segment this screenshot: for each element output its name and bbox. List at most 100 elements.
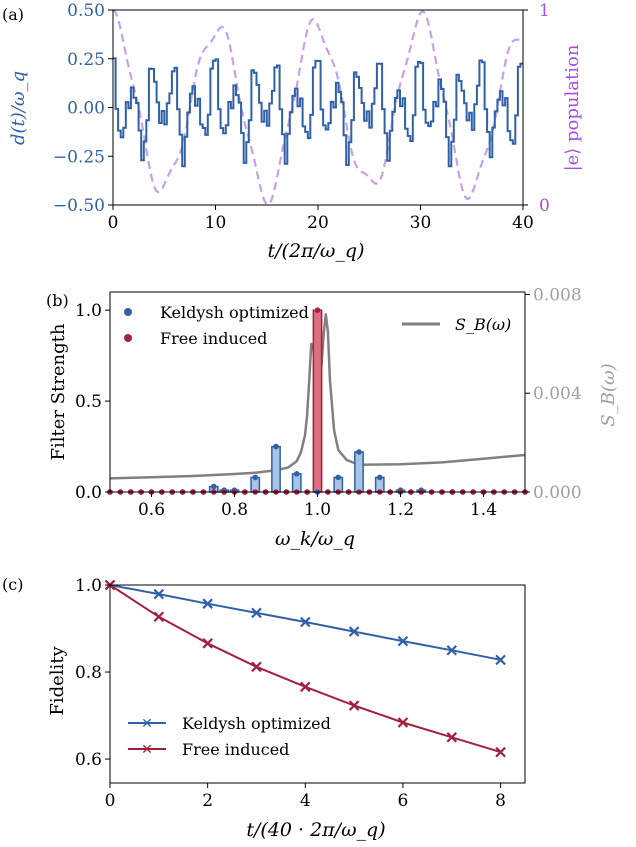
panel-b-xlabel: ω_k/ω_q bbox=[275, 528, 355, 550]
panel-b-plot-area: 0.6 0.8 1.0 1.2 1.4 0.0 0.5 1.0 0.000 0.004 0.008 bbox=[75, 285, 582, 520]
keldysh-bar bbox=[271, 445, 281, 493]
panel-b-ytick-label: 0.5 bbox=[75, 392, 102, 412]
legend-cross-keldysh-c: ✕ bbox=[141, 716, 153, 732]
panel-a-ytick-label: −0.50 bbox=[53, 196, 105, 216]
marker-stroke bbox=[251, 661, 262, 673]
panel-c-ylabel: Fidelity bbox=[47, 646, 68, 716]
panel-a-ylabel: d(t)/ω_q bbox=[8, 71, 29, 145]
panel-b-ylabel: Filter Strength bbox=[48, 323, 69, 460]
panel-a-frame bbox=[112, 9, 524, 206]
panel-c-ytick-label: 1.0 bbox=[75, 576, 102, 596]
marker-stroke bbox=[397, 717, 409, 728]
panel-a-ytick-label: 0.50 bbox=[67, 1, 105, 21]
panel-a-xtick-label: 30 bbox=[410, 213, 432, 233]
keldysh-fidelity-marker bbox=[446, 644, 458, 656]
marker-stroke bbox=[495, 654, 506, 666]
panel-a-label: (a) bbox=[2, 5, 24, 24]
panel-c-xlabel: t/(40 · 2π/ω_q) bbox=[246, 819, 385, 841]
panel-c-ytick-label: 0.8 bbox=[75, 663, 102, 683]
panel-c-plot-area: 0 2 4 6 8 0.6 0.8 1.0 bbox=[75, 576, 526, 811]
panel-a-y2tick-label: 1 bbox=[539, 1, 550, 21]
panel-b: (b) 0.6 0.8 1.0 1.2 1.40.00.51.00.0000.0040.… bbox=[46, 285, 619, 550]
marker-stroke bbox=[202, 598, 213, 609]
panel-c-frame bbox=[109, 584, 526, 784]
panel-b-legend-right: S_B(ω) bbox=[402, 315, 511, 334]
panel-a-y2label: |e⟩ population bbox=[562, 44, 583, 171]
legend-marker-keldysh bbox=[124, 308, 132, 316]
free-induced-fidelity-marker bbox=[300, 681, 311, 693]
keldysh-point bbox=[273, 443, 279, 450]
panel-c-xtick-label: 6 bbox=[398, 791, 409, 811]
keldysh-point bbox=[376, 474, 383, 481]
free-induced-point bbox=[314, 307, 321, 313]
panel-a-ytick-label: −0.25 bbox=[53, 147, 105, 167]
panel-b-xtick-label: 0.6 bbox=[138, 500, 165, 520]
legend-cross-free-c: ✕ bbox=[141, 742, 153, 758]
keldysh-fidelity-marker bbox=[251, 607, 262, 619]
legend-label-sb: S_B(ω) bbox=[455, 315, 511, 334]
keldysh-fidelity-marker bbox=[202, 598, 213, 609]
free-induced-bar bbox=[312, 309, 323, 493]
drive-step-line bbox=[113, 57, 523, 168]
legend-label-keldysh-c: Keldysh optimized bbox=[182, 714, 331, 733]
panel-c: (c) 0 2 4 6 8 0.6 0.8 1.0 t/(40 · 2π/ω_q) Fidel… bbox=[2, 575, 526, 841]
panel-a-plot-area: 0 10 20 30 40 −0.50 −0.25 0.00 0.25 0.50 0 1 bbox=[53, 1, 550, 233]
legend-label-free: Free induced bbox=[160, 329, 267, 348]
keldysh-point bbox=[335, 474, 342, 481]
panel-c-xtick-label: 4 bbox=[300, 791, 311, 811]
panel-b-ytick-label: 1.0 bbox=[75, 301, 102, 321]
free-induced-fidelity-marker bbox=[397, 717, 409, 728]
marker-stroke bbox=[300, 616, 311, 628]
panel-c-label: (c) bbox=[2, 575, 23, 594]
keldysh-fidelity-marker bbox=[153, 588, 165, 600]
marker-stroke bbox=[348, 700, 360, 711]
panel-b-y2tick-label: 0.008 bbox=[533, 285, 582, 305]
legend-marker-free bbox=[124, 334, 132, 342]
keldysh-point bbox=[210, 483, 217, 490]
panel-a-y2tick-label: 0 bbox=[539, 196, 550, 216]
panel-a-xtick-label: 40 bbox=[512, 213, 534, 233]
keldysh-fidelity-marker bbox=[348, 626, 360, 637]
panel-b-xtick-label: 1.0 bbox=[304, 500, 331, 520]
panel-b-legend-left: Keldysh optimized Free induced bbox=[124, 303, 309, 348]
marker-stroke bbox=[251, 607, 262, 619]
marker-stroke bbox=[446, 644, 458, 656]
panel-b-y2tick-label: 0.000 bbox=[533, 483, 582, 503]
keldysh-point bbox=[252, 474, 259, 481]
marker-stroke bbox=[397, 635, 409, 647]
panel-b-label: (b) bbox=[46, 291, 69, 310]
legend-label-free-c: Free induced bbox=[182, 740, 289, 759]
panel-b-y2tick-label: 0.004 bbox=[533, 384, 582, 404]
marker-stroke bbox=[202, 638, 213, 649]
panel-a-ytick-label: 0.25 bbox=[67, 50, 105, 70]
panel-c-xtick-label: 8 bbox=[495, 791, 506, 811]
marker-stroke bbox=[495, 746, 506, 758]
free-induced-fidelity-marker bbox=[446, 732, 458, 743]
panel-c-xtick-label: 0 bbox=[105, 791, 116, 811]
panel-b-xtick-label: 1.4 bbox=[470, 500, 497, 520]
free-induced-fidelity-marker bbox=[251, 661, 262, 673]
keldysh-point bbox=[356, 449, 362, 455]
panel-a-xlabel: t/(2π/ω_q) bbox=[268, 240, 365, 262]
marker-stroke bbox=[153, 588, 165, 600]
population-dashed-line bbox=[112, 8, 524, 206]
keldysh-point bbox=[293, 471, 300, 477]
free-induced-fidelity-marker bbox=[153, 611, 165, 623]
panel-b-y2label: S_B(ω) bbox=[598, 363, 619, 426]
panel-a-ytick-label: 0.00 bbox=[67, 99, 105, 119]
keldysh-bar bbox=[354, 451, 364, 493]
free-induced-fidelity-marker bbox=[495, 746, 506, 758]
legend-label-keldysh: Keldysh optimized bbox=[160, 303, 309, 322]
panel-a-xtick-label: 10 bbox=[205, 213, 227, 233]
marker-stroke bbox=[348, 626, 360, 637]
marker-stroke bbox=[153, 611, 165, 623]
panel-b-xtick-label: 0.8 bbox=[221, 500, 248, 520]
panel-b-xtick-label: 1.2 bbox=[387, 500, 414, 520]
marker-stroke bbox=[300, 681, 311, 693]
panel-b-ytick-label: 0.0 bbox=[75, 483, 102, 503]
free-induced-fidelity-marker bbox=[348, 700, 360, 711]
panel-c-ytick-label: 0.6 bbox=[75, 750, 102, 770]
panel-c-xtick-label: 2 bbox=[202, 791, 213, 811]
free-induced-fidelity-marker bbox=[202, 638, 213, 649]
